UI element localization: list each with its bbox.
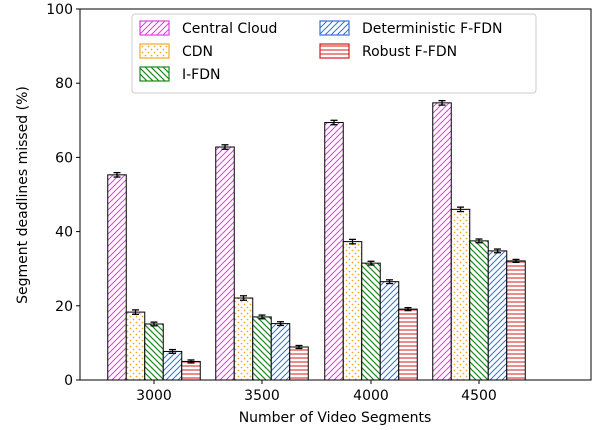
error-bars-group — [113, 99, 520, 364]
bar-central-cloud-3500 — [215, 146, 235, 381]
bar-cdn-4000 — [342, 241, 363, 381]
bar-robust-f-fdn-4000 — [398, 308, 418, 381]
legend-label: Deterministic F-FDN — [362, 21, 503, 37]
bars-group — [107, 102, 526, 381]
x-tick-label: 3000 — [136, 388, 172, 404]
legend-item-i-fdn: I-FDN — [139, 66, 221, 83]
bar-central-cloud-4500 — [432, 102, 452, 381]
legend-swatch — [319, 43, 350, 59]
x-tick-label: 4000 — [353, 388, 389, 404]
legend-label: I-FDN — [182, 67, 221, 83]
legend-label: Central Cloud — [182, 21, 277, 37]
error-bar — [494, 248, 501, 254]
bar-deterministic-f-fdn-4000 — [379, 281, 400, 381]
legend-swatch — [139, 43, 170, 59]
bar-i-fdn-3000 — [144, 323, 164, 381]
y-axis-label: Segment deadlines missed (%) — [15, 86, 31, 304]
error-bar — [295, 344, 303, 350]
y-tick-label: 40 — [55, 225, 73, 241]
x-axis-label: Number of Video Segments — [239, 410, 432, 426]
y-tick-label: 20 — [55, 299, 73, 315]
error-bar — [258, 314, 266, 320]
bar-central-cloud-3000 — [107, 174, 127, 381]
y-tick-label: 100 — [46, 2, 73, 18]
bar-deterministic-f-fdn-4500 — [487, 250, 508, 381]
error-bar — [438, 99, 446, 106]
bar-cdn-3500 — [233, 297, 254, 381]
plot-frame — [79, 8, 592, 381]
error-bar — [404, 307, 412, 312]
bar-cdn-3000 — [125, 311, 146, 381]
x-tick-label: 3500 — [244, 388, 280, 404]
legend-swatch — [319, 20, 350, 36]
error-bar — [240, 295, 247, 301]
y-tick-label: 60 — [55, 150, 73, 166]
legend-item-central-cloud: Central Cloud — [139, 20, 277, 37]
x-tick-label: 4500 — [461, 388, 497, 404]
error-bar — [475, 238, 483, 244]
bar-deterministic-f-fdn-3000 — [162, 350, 183, 381]
error-bar — [512, 258, 520, 264]
bar-robust-f-fdn-3500 — [289, 346, 309, 381]
bar-robust-f-fdn-4500 — [506, 260, 526, 381]
legend-label: CDN — [182, 44, 213, 60]
error-bar — [169, 348, 176, 354]
error-bar — [349, 238, 356, 245]
error-bar — [277, 321, 284, 327]
legend-swatch — [139, 20, 170, 36]
bar-i-fdn-4000 — [361, 262, 381, 381]
legend-item-deterministic-f-fdn: Deterministic F-FDN — [319, 20, 503, 37]
legend-item-robust-f-fdn: Robust F-FDN — [319, 43, 457, 60]
bar-central-cloud-4000 — [324, 122, 344, 381]
bar-robust-f-fdn-3000 — [181, 360, 201, 381]
y-tick-label: 0 — [64, 373, 73, 389]
error-bar — [221, 144, 229, 150]
y-axis: 0 20 40 60 80 100 — [46, 2, 80, 389]
legend-swatch — [139, 66, 170, 82]
error-bar — [187, 359, 195, 364]
bar-deterministic-f-fdn-3500 — [270, 323, 291, 381]
bar-cdn-4500 — [450, 208, 471, 381]
error-bar — [367, 260, 375, 266]
error-bar — [132, 309, 139, 315]
legend-item-cdn: CDN — [139, 43, 213, 60]
error-bar — [330, 119, 338, 126]
error-bar — [150, 321, 158, 327]
legend: Central Cloud CDN I-FDN Deterministic F-FDN… — [131, 13, 537, 94]
bar-i-fdn-3500 — [252, 316, 272, 381]
y-tick-label: 80 — [55, 76, 73, 92]
error-bar — [457, 206, 464, 213]
error-bar — [113, 171, 121, 178]
legend-label: Robust F-FDN — [362, 44, 457, 60]
bar-i-fdn-4500 — [469, 240, 489, 381]
x-axis: 3000 3500 4000 4500 — [136, 380, 497, 404]
error-bar — [386, 279, 393, 285]
